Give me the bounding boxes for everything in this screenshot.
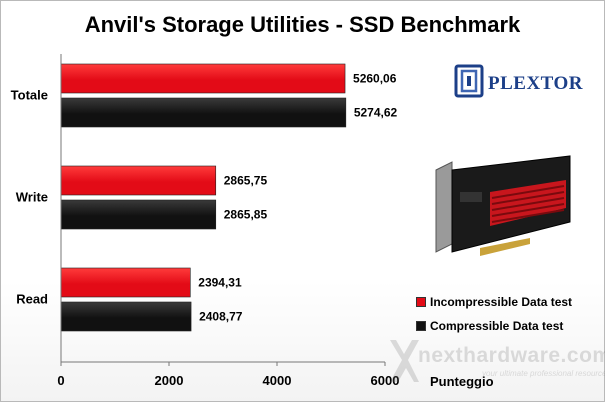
- x-tick-label: 4000: [263, 373, 292, 388]
- data-label: 5260,06: [353, 72, 397, 86]
- bar-incompressible-write: [60, 165, 217, 196]
- chart-title: Anvil's Storage Utilities - SSD Benchmar…: [84, 12, 521, 37]
- ssd-card-image: [435, 155, 571, 256]
- data-label: 2865,85: [224, 208, 268, 222]
- data-label: 2408,77: [199, 310, 243, 324]
- watermark-x-icon: [390, 340, 419, 382]
- legend-label: Incompressible Data test: [430, 295, 573, 309]
- x-tick-label: 2000: [155, 373, 184, 388]
- legend-item-incompressible: Incompressible Data test: [416, 290, 572, 314]
- category-label-totale: Totale: [11, 88, 48, 103]
- plextor-logo-icon: [454, 64, 484, 98]
- bar-compressible-totale: [60, 97, 347, 128]
- legend-swatch-red: [416, 297, 426, 307]
- x-axis-title: Punteggio: [430, 374, 494, 389]
- bar-compressible-write: [60, 199, 217, 230]
- bar-compressible-read: [60, 301, 192, 332]
- data-label: 2394,31: [198, 276, 242, 290]
- data-label: 2865,75: [224, 174, 268, 188]
- category-label-read: Read: [16, 292, 48, 307]
- plextor-logo: PLEXTOR: [454, 64, 584, 100]
- watermark-text: nexthardware.com: [418, 344, 605, 367]
- category-label-write: Write: [16, 190, 48, 205]
- x-tick-label: 0: [57, 373, 64, 388]
- bar-incompressible-totale: [60, 63, 346, 94]
- bar-incompressible-read: [60, 267, 191, 298]
- legend-item-compressible: Compressible Data test: [416, 314, 572, 338]
- plextor-logo-text: PLEXTOR: [488, 73, 584, 94]
- data-label: 5274,62: [354, 106, 398, 120]
- legend-swatch-black: [416, 321, 426, 331]
- chart-legend: Incompressible Data test Compressible Da…: [416, 290, 572, 338]
- watermark-tagline: your ultimate professional resource: [482, 369, 605, 378]
- nexthardware-watermark: nexthardware.com your ultimate professio…: [386, 338, 605, 388]
- legend-label: Compressible Data test: [430, 319, 564, 333]
- x-tick-label: 6000: [371, 373, 400, 388]
